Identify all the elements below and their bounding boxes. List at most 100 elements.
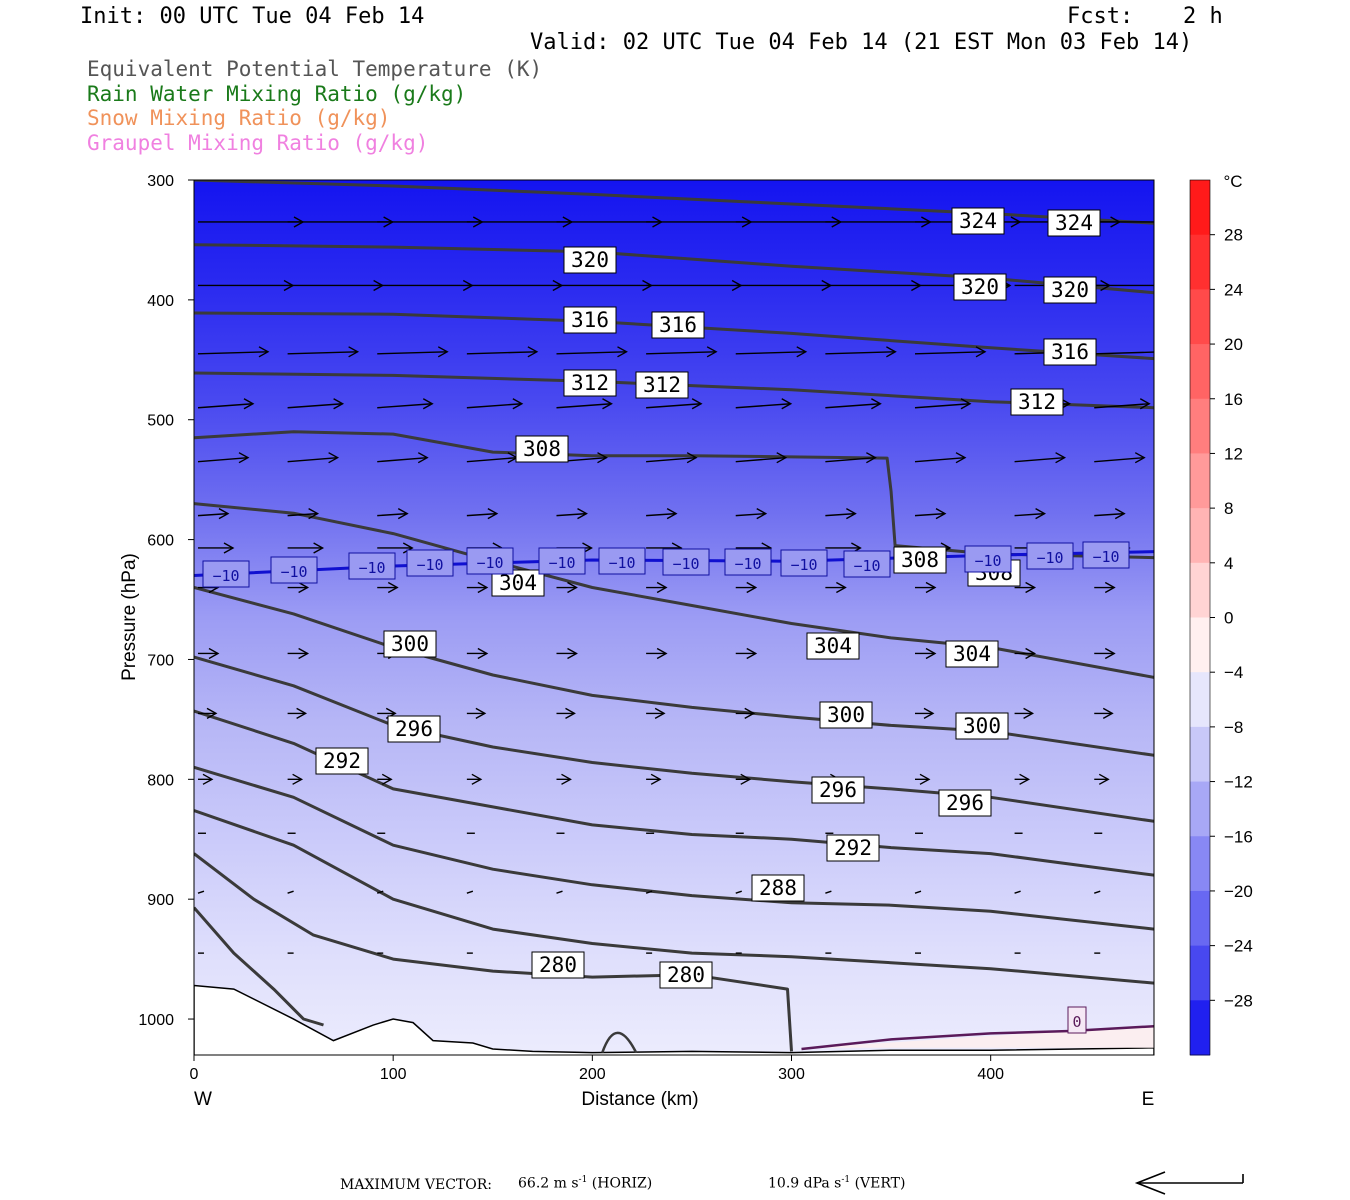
wind-vector [1094,890,1101,894]
wind-vector [287,581,310,594]
west-label: W [194,1089,212,1110]
theta-e-contour-320 [194,243,1154,295]
wind-vector [1014,452,1067,464]
wind-vector [914,581,937,594]
colorbar-label: 24 [1224,280,1243,299]
wind-vector [197,452,250,464]
isotherm-label: −10 [1026,542,1074,570]
wind-vector [466,508,499,520]
svg-text:−10: −10 [608,554,635,572]
wind-vector [646,773,662,785]
theta-e-contour-280 [194,852,793,1052]
isotherm-label: −10 [270,556,318,584]
svg-text:−10: −10 [358,559,385,577]
isotherm-label: −10 [780,549,828,577]
wind-vector [825,346,897,358]
theta-e-label: 288 [751,874,805,902]
wind-vector [735,452,788,464]
isotherm-label: −10 [466,547,514,575]
wind-vector [825,890,832,894]
isotherm-label: −10 [202,560,250,588]
legend-snow: Snow Mixing Ratio (g/kg) [87,106,391,130]
wind-vector [1094,452,1146,464]
theta-e-contour-bump [601,1031,638,1054]
y-tick-label: 500 [147,413,174,430]
theta-e-label: 304 [491,569,545,597]
wind-vector [287,773,304,785]
valid-time: Valid: 02 UTC Tue 04 Feb 14 (21 EST Mon … [530,30,1193,55]
colorbar-swatch [1190,508,1210,564]
theta-e-label: 300 [383,630,437,658]
x-tick-label: 100 [380,1066,407,1083]
wind-vector [735,581,758,594]
wind-vector [377,773,393,785]
svg-text:296: 296 [819,778,857,802]
svg-text:280: 280 [539,953,577,977]
colorbar-label: −20 [1224,882,1253,901]
svg-text:300: 300 [391,632,429,656]
wind-vector [914,773,931,785]
wind-vector [466,773,483,785]
wind-vector [556,508,588,520]
theta-e-label: 320 [1043,276,1097,304]
colorbar-swatch [1190,672,1210,728]
colorbar-swatch [1190,781,1210,837]
svg-text:−10: −10 [212,567,239,585]
warm-surface-shading [811,1025,1154,1048]
svg-text:292: 292 [834,836,872,860]
theta-e-label: 312 [1010,388,1064,416]
colorbar-label: −12 [1224,773,1253,792]
colorbar-swatch [1190,836,1210,892]
theta-e-contour-304 [194,502,1154,679]
theta-e-label: 308 [893,546,947,574]
colorbar-swatch [1190,562,1210,618]
theta-e-label: 316 [1043,338,1097,366]
vert-value: 10.9 dPa s [768,1175,842,1192]
wind-vector [735,707,756,720]
wind-vector [197,346,270,358]
svg-text:304: 304 [814,634,852,658]
horiz-exponent: -1 [578,1175,588,1185]
colorbar-swatch [1190,344,1210,400]
theta-e-contour-300 [194,586,1154,757]
wind-vector [1094,398,1151,410]
theta-e-label: 296 [387,715,441,743]
colorbar-label: −24 [1224,937,1253,956]
colorbar-label: 16 [1224,390,1243,409]
svg-text:288: 288 [759,876,797,900]
wind-vector [287,398,345,410]
svg-text:324: 324 [959,209,997,233]
vert-tag: (VERT) [854,1175,906,1192]
colorbar-label: −28 [1224,991,1253,1010]
wind-vector [466,647,489,660]
isotherm-label: −10 [406,549,454,577]
colorbar-swatch [1190,453,1210,509]
wind-vector [287,890,294,894]
theta-e-label: 300 [955,712,1009,740]
wind-vector [556,707,576,720]
east-label: E [1142,1089,1155,1110]
theta-e-contour-288 [194,765,1154,931]
wind-vector [735,346,808,358]
wind-vector [556,773,572,785]
wind-vector [735,647,758,660]
y-axis-title: Pressure (hPa) [119,553,140,681]
wind-vector [1094,284,1154,287]
x-tick-label: 300 [778,1066,805,1083]
svg-text:304: 304 [953,642,991,666]
wind-vector [914,890,922,894]
theta-e-label: 300 [819,701,873,729]
wind-vector [1094,647,1116,660]
x-tick-label: 0 [190,1066,199,1083]
wind-vector [825,452,877,464]
svg-text:312: 312 [571,371,609,395]
wind-vector [287,647,310,660]
wind-vector [1094,508,1126,520]
wind-vector [914,707,935,720]
theta-e-label: 296 [938,789,992,817]
wind-vector [825,398,882,410]
wind-vector [1014,581,1037,594]
wind-vector [197,542,235,554]
svg-text:−10: −10 [416,556,443,574]
wind-vector [914,647,937,660]
